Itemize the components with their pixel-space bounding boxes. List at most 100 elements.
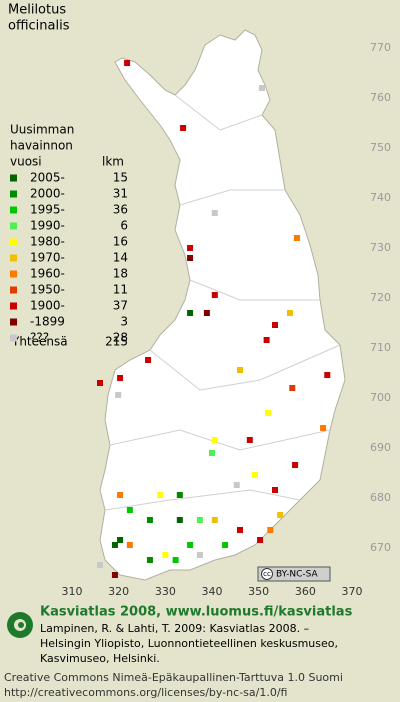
observation-square xyxy=(187,255,194,261)
x-tick-label: 310 xyxy=(62,585,83,598)
observation-square xyxy=(145,357,152,363)
observation-square xyxy=(126,507,133,513)
province-borders xyxy=(104,94,341,511)
legend-count: 6 xyxy=(120,219,128,233)
observation-square xyxy=(293,235,300,241)
legend-label: 1900- xyxy=(30,299,65,313)
observation-square xyxy=(222,542,229,548)
legend-label: 1990- xyxy=(30,219,65,233)
legend-swatch xyxy=(10,270,17,278)
footer-heading: Kasviatlas 2008, www.luomus.fi/kasviatla… xyxy=(40,605,353,620)
observation-square xyxy=(187,542,194,548)
citation: Helsingin Yliopisto, Luonnontieteellinen… xyxy=(40,637,338,650)
legend-count: 3 xyxy=(120,315,128,329)
observation-square xyxy=(289,385,296,391)
legend-swatch xyxy=(10,286,17,294)
legend-header: lkm xyxy=(102,155,124,169)
legend-header: vuosi xyxy=(10,155,42,169)
observation-square xyxy=(211,210,218,216)
y-tick-label: 690 xyxy=(370,441,391,454)
observation-square xyxy=(157,492,164,498)
observation-square xyxy=(267,527,274,533)
y-tick-label: 760 xyxy=(370,91,391,104)
observation-square xyxy=(146,517,153,523)
observation-square xyxy=(209,450,216,456)
observation-square xyxy=(257,537,264,543)
legend-header: Uusimman xyxy=(10,123,74,137)
legend-label: 1995- xyxy=(30,203,65,217)
observation-square xyxy=(277,512,284,518)
license: http://creativecommons.org/licenses/by-n… xyxy=(4,686,287,699)
species-title: Melilotus xyxy=(8,3,66,18)
observation-square xyxy=(115,392,122,398)
license: Creative Commons Nimeä-Epäkaupallinen-Ta… xyxy=(4,671,343,684)
legend-label: 1980- xyxy=(30,235,65,249)
badge-circle xyxy=(261,568,273,580)
observation-square xyxy=(263,337,270,343)
legend-count: 18 xyxy=(113,267,128,281)
observation-square xyxy=(126,542,133,548)
observation-square xyxy=(203,310,210,316)
observation-square xyxy=(117,375,124,381)
legend-swatch xyxy=(10,174,17,182)
legend-swatch xyxy=(10,334,17,342)
badge-box xyxy=(257,566,331,582)
y-tick-label: 710 xyxy=(370,341,391,354)
legend-swatch xyxy=(10,238,17,246)
observation-square xyxy=(176,517,183,523)
x-tick-label: 370 xyxy=(342,585,363,598)
observation-square xyxy=(111,572,118,578)
legend-label: ??? xyxy=(30,331,49,345)
observation-square xyxy=(286,310,293,316)
observation-square xyxy=(292,462,299,468)
observation-square xyxy=(211,292,218,298)
x-tick-label: 360 xyxy=(295,585,316,598)
observation-square xyxy=(97,380,104,386)
observation-square xyxy=(196,552,203,558)
badge-cc: cc xyxy=(263,570,271,578)
legend-label: 1960- xyxy=(30,267,65,281)
observation-square xyxy=(187,245,194,251)
observation-square xyxy=(162,552,169,558)
observation-square xyxy=(211,517,218,523)
total-value: 215 xyxy=(105,335,128,349)
observation-square xyxy=(117,492,124,498)
legend-header: havainnon xyxy=(10,139,73,153)
citation: Lampinen, R. & Lahti, T. 2009: Kasviatla… xyxy=(40,622,309,635)
y-tick-label: 750 xyxy=(370,141,391,154)
cc-badge: cc BY-NC-SA xyxy=(257,566,331,582)
legend-count: 15 xyxy=(113,171,128,185)
y-tick-label: 730 xyxy=(370,241,391,254)
x-tick-label: 340 xyxy=(202,585,223,598)
y-tick-label: 770 xyxy=(370,41,391,54)
species-title: officinalis xyxy=(8,19,70,34)
x-tick-label: 350 xyxy=(248,585,269,598)
legend-count: 36 xyxy=(113,203,128,217)
legend-count: 16 xyxy=(113,235,128,249)
observation-square xyxy=(258,85,265,91)
observation-square xyxy=(324,372,331,378)
observation-square xyxy=(187,310,194,316)
observation-square xyxy=(251,472,258,478)
logo xyxy=(7,612,33,638)
legend-label: 1970- xyxy=(30,251,65,265)
observation-square xyxy=(233,482,240,488)
legend-label: 2000- xyxy=(30,187,65,201)
observation-square xyxy=(146,557,153,563)
legend-swatch xyxy=(10,222,17,230)
observation-square xyxy=(272,487,279,493)
observation-square xyxy=(246,437,253,443)
observation-square xyxy=(97,562,104,568)
legend-swatch xyxy=(10,254,17,262)
y-tick-label: 720 xyxy=(370,291,391,304)
y-tick-label: 740 xyxy=(370,191,391,204)
legend-label: 1950- xyxy=(30,283,65,297)
badge-text: BY-NC-SA xyxy=(276,570,319,580)
legend-swatch xyxy=(10,318,17,326)
y-tick-label: 700 xyxy=(370,391,391,404)
observation-square xyxy=(176,492,183,498)
observation-square xyxy=(117,537,124,543)
legend-count: 31 xyxy=(113,187,128,201)
observation-square xyxy=(237,527,244,533)
